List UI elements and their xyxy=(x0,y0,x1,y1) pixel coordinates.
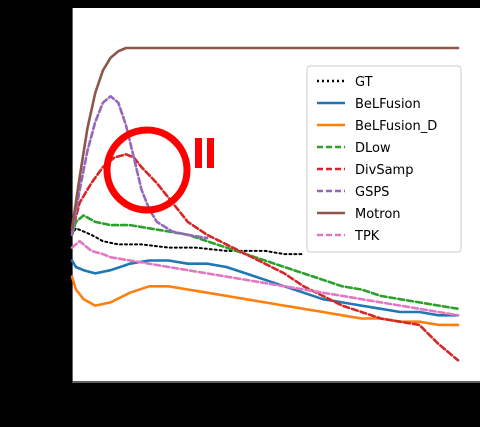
legend-label-motron: Motron xyxy=(355,207,401,222)
legend: GT BeLFusion BeLFusion_D DLow DivSamp GSPS Mot… xyxy=(306,65,462,253)
mark-bar-2 xyxy=(207,138,214,168)
annotation-mark: II xyxy=(0,0,1,1)
legend-label-gsps: GSPS xyxy=(355,185,389,200)
series-line-gt xyxy=(71,227,305,256)
highlight-circle xyxy=(103,126,191,214)
series-line-gsps xyxy=(70,95,209,240)
series-line-divsamp xyxy=(70,153,460,362)
legend-label-tpk: TPK xyxy=(354,229,380,244)
legend-label-gt: GT xyxy=(355,75,373,90)
legend-label-dlow: DLow xyxy=(355,141,391,156)
legend-box xyxy=(306,65,462,253)
legend-label-belfusion-d: BeLFusion_D xyxy=(355,119,437,134)
series-line-motron xyxy=(70,46,460,230)
series-line-belfusion xyxy=(70,259,460,317)
annotation-layer: II xyxy=(0,0,214,214)
series-line-tpk xyxy=(70,239,460,317)
legend-label-divsamp: DivSamp xyxy=(355,163,413,178)
legend-label-belfusion: BeLFusion xyxy=(355,97,421,112)
mark-bar-1 xyxy=(195,138,202,168)
